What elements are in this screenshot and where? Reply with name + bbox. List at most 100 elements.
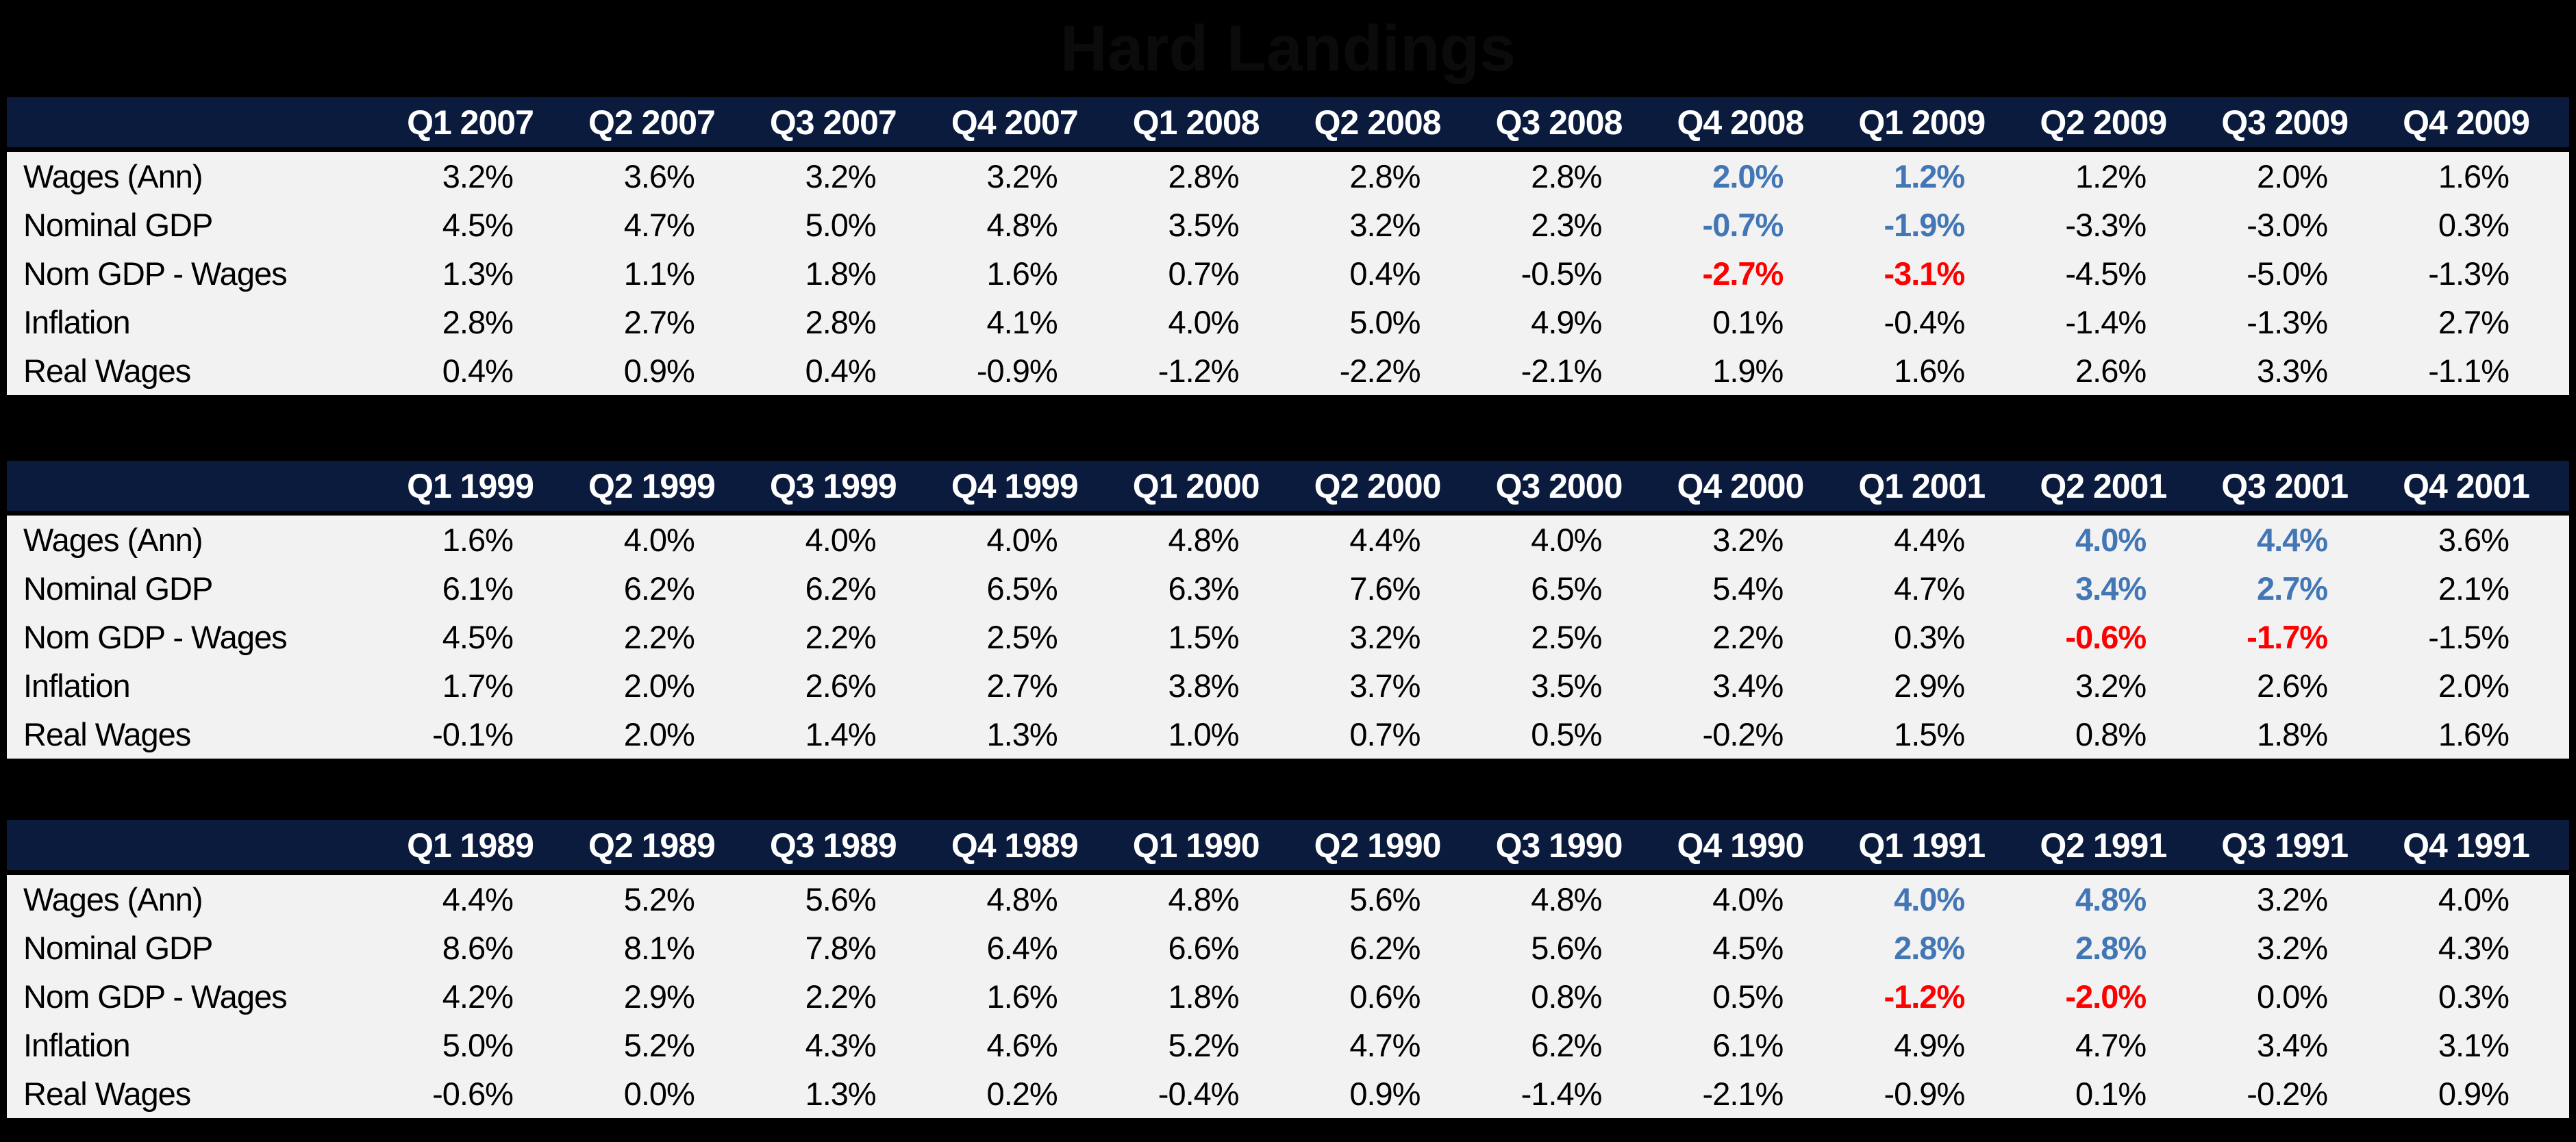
value-cell: -2.2% xyxy=(1339,353,1421,389)
quarter-header: Q1 1999 xyxy=(407,466,534,505)
value-cell: 6.2% xyxy=(1531,1027,1602,1063)
value-cell: -0.9% xyxy=(1884,1076,1965,1112)
value-cell: 4.4% xyxy=(2256,522,2328,558)
value-cell: 2.8% xyxy=(1894,930,1965,966)
row-label: Nom GDP - Wages xyxy=(23,619,288,655)
value-cell: 5.0% xyxy=(1349,304,1421,340)
value-cell: 1.0% xyxy=(1168,716,1239,752)
value-cell: 5.4% xyxy=(1712,570,1784,607)
value-cell: 0.3% xyxy=(2438,207,2510,243)
quarter-header: Q3 2000 xyxy=(1495,466,1623,505)
value-cell: -2.7% xyxy=(1702,255,1784,292)
value-cell: 3.4% xyxy=(1712,668,1784,704)
value-cell: 2.7% xyxy=(623,304,695,340)
value-cell: 6.1% xyxy=(442,570,514,607)
value-cell: -2.1% xyxy=(1521,353,1603,389)
value-cell: 4.8% xyxy=(1168,881,1239,917)
row-label: Inflation xyxy=(23,304,131,340)
quarter-header: Q1 2009 xyxy=(1858,103,1986,142)
title-bar: Hard Landings xyxy=(0,0,2576,97)
row-label: Real Wages xyxy=(23,1076,191,1112)
value-cell: 3.8% xyxy=(1168,668,1239,704)
value-cell: 3.7% xyxy=(1349,668,1421,704)
value-cell: 8.6% xyxy=(442,930,514,966)
value-cell: 0.5% xyxy=(1712,978,1784,1015)
value-cell: -0.6% xyxy=(432,1076,514,1112)
value-cell: 0.4% xyxy=(805,353,877,389)
value-cell: 2.2% xyxy=(1712,619,1784,655)
row-label: Nominal GDP xyxy=(23,207,213,243)
quarter-header: Q3 1991 xyxy=(2221,826,2349,865)
value-cell: -0.5% xyxy=(1521,255,1603,292)
value-cell: 0.6% xyxy=(1349,978,1421,1015)
table-row: Wages (Ann) 4.4% 5.2% 5.6% 4.8% 4.8% 5.6% 4.8% 4… xyxy=(7,875,2569,924)
table-row: Real Wages 0.4% 0.9% 0.4% -0.9% -1.2% -2.2% -2.… xyxy=(7,346,2569,395)
row-label: Nominal GDP xyxy=(23,930,213,966)
value-cell: -1.4% xyxy=(1521,1076,1603,1112)
row-label: Inflation xyxy=(23,668,131,704)
row-label: Nom GDP - Wages xyxy=(23,978,288,1015)
quarter-header: Q3 1989 xyxy=(769,826,897,865)
value-cell: -1.7% xyxy=(2247,619,2328,655)
value-cell: 4.4% xyxy=(442,881,514,917)
value-cell: -0.6% xyxy=(2065,619,2147,655)
value-cell: 4.7% xyxy=(623,207,695,243)
table-row: Real Wages -0.6% 0.0% 1.3% 0.2% -0.4% 0.9% -1.4… xyxy=(7,1069,2569,1118)
value-cell: 1.6% xyxy=(1894,353,1965,389)
value-cell: 7.8% xyxy=(805,930,877,966)
table-row: Inflation 5.0% 5.2% 4.3% 4.6% 5.2% 4.7% 6.2% 6.1… xyxy=(7,1021,2569,1069)
value-cell: 2.8% xyxy=(1531,158,1602,194)
value-cell: 5.0% xyxy=(442,1027,514,1063)
table-1989-1991: Q1 1989 Q2 1989 Q3 1989 Q4 1989 Q1 1990 Q2 19… xyxy=(7,820,2569,1118)
value-cell: 0.3% xyxy=(2438,978,2510,1015)
value-cell: 1.6% xyxy=(2438,716,2510,752)
value-cell: 4.0% xyxy=(805,522,877,558)
quarter-header: Q4 2007 xyxy=(951,103,1079,142)
value-cell: 7.6% xyxy=(1349,570,1421,607)
value-cell: 2.6% xyxy=(2256,668,2328,704)
value-cell: 4.0% xyxy=(623,522,695,558)
value-cell: 6.3% xyxy=(1168,570,1239,607)
value-cell: 2.0% xyxy=(2438,668,2510,704)
value-cell: 5.2% xyxy=(623,881,695,917)
row-label: Wages (Ann) xyxy=(23,522,203,558)
quarter-header: Q4 2001 xyxy=(2403,466,2530,505)
value-cell: 6.2% xyxy=(805,570,877,607)
quarter-header: Q4 1991 xyxy=(2403,826,2530,865)
value-cell: 1.8% xyxy=(1168,978,1239,1015)
table-row: Wages (Ann) 1.6% 4.0% 4.0% 4.0% 4.8% 4.4% 4.0% 3… xyxy=(7,516,2569,564)
quarter-header: Q3 2009 xyxy=(2221,103,2349,142)
value-cell: 1.2% xyxy=(1894,158,1965,194)
quarter-header: Q2 2009 xyxy=(2040,103,2167,142)
value-cell: 2.1% xyxy=(2438,570,2510,607)
table-header-row: Q1 1989 Q2 1989 Q3 1989 Q4 1989 Q1 1990 Q2 19… xyxy=(7,820,2569,875)
value-cell: 4.8% xyxy=(1168,522,1239,558)
value-cell: 2.8% xyxy=(2075,930,2147,966)
quarter-header: Q3 2001 xyxy=(2221,466,2349,505)
row-label: Real Wages xyxy=(23,353,191,389)
value-cell: 1.6% xyxy=(2438,158,2510,194)
value-cell: 0.9% xyxy=(2438,1076,2510,1112)
value-cell: 0.8% xyxy=(1531,978,1602,1015)
value-cell: 5.6% xyxy=(1349,881,1421,917)
quarter-header: Q1 2007 xyxy=(407,103,534,142)
quarter-header: Q4 2008 xyxy=(1677,103,1805,142)
value-cell: 3.6% xyxy=(623,158,695,194)
value-cell: 2.2% xyxy=(805,978,877,1015)
value-cell: -2.1% xyxy=(1702,1076,1784,1112)
value-cell: 3.5% xyxy=(1168,207,1239,243)
value-cell: 0.1% xyxy=(1712,304,1784,340)
value-cell: 3.2% xyxy=(1349,207,1421,243)
table-header-row: Q1 1999 Q2 1999 Q3 1999 Q4 1999 Q1 2000 Q2 20… xyxy=(7,461,2569,516)
value-cell: 2.6% xyxy=(805,668,877,704)
value-cell: 5.6% xyxy=(805,881,877,917)
value-cell: -0.7% xyxy=(1702,207,1784,243)
value-cell: 4.0% xyxy=(1531,522,1602,558)
table-row: Nom GDP - Wages 4.5% 2.2% 2.2% 2.5% 1.5% 3.2% 2… xyxy=(7,613,2569,661)
value-cell: 0.5% xyxy=(1531,716,1602,752)
value-cell: -1.1% xyxy=(2428,353,2510,389)
value-cell: -0.4% xyxy=(1884,304,1965,340)
value-cell: 4.8% xyxy=(986,881,1058,917)
value-cell: 1.2% xyxy=(2075,158,2147,194)
value-cell: 4.4% xyxy=(1894,522,1965,558)
